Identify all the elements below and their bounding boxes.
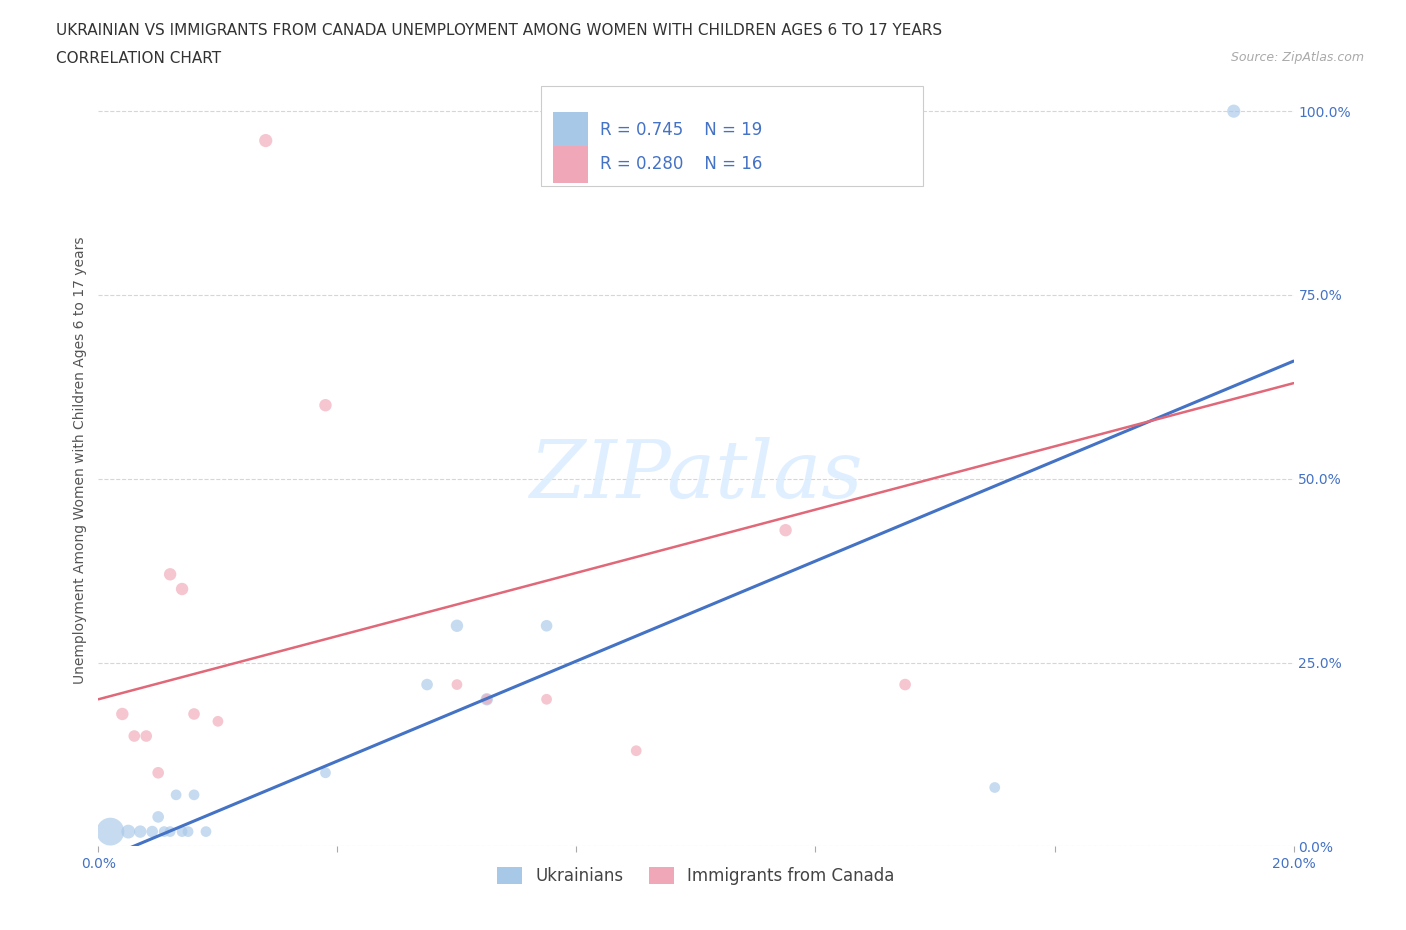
Bar [553, 146, 589, 183]
Text: UKRAINIAN VS IMMIGRANTS FROM CANADA UNEMPLOYMENT AMONG WOMEN WITH CHILDREN AGES : UKRAINIAN VS IMMIGRANTS FROM CANADA UNEM… [56, 23, 942, 38]
Text: R = 0.280    N = 16: R = 0.280 N = 16 [600, 155, 762, 173]
Legend: Ukrainians, Immigrants from Canada: Ukrainians, Immigrants from Canada [491, 860, 901, 892]
Point [177, 824, 200, 839]
FancyBboxPatch shape [540, 86, 922, 186]
Point [148, 765, 170, 780]
Point [183, 788, 205, 803]
Point [775, 523, 797, 538]
Point [983, 780, 1005, 795]
Point [315, 765, 337, 780]
Point [135, 728, 157, 743]
Point [124, 728, 146, 743]
Point [536, 618, 558, 633]
Point [446, 618, 468, 633]
Text: R = 0.745    N = 19: R = 0.745 N = 19 [600, 121, 762, 140]
Point [475, 692, 498, 707]
Point [148, 809, 170, 824]
Point [1223, 104, 1246, 119]
Point [117, 824, 139, 839]
Point [894, 677, 917, 692]
Point [254, 133, 277, 148]
Bar [553, 112, 589, 149]
Point [183, 707, 205, 722]
Point [194, 824, 218, 839]
Point [416, 677, 439, 692]
Point [536, 692, 558, 707]
Point [159, 824, 181, 839]
Y-axis label: Unemployment Among Women with Children Ages 6 to 17 years: Unemployment Among Women with Children A… [73, 236, 87, 684]
Point [207, 714, 229, 729]
Point [315, 398, 337, 413]
Text: Source: ZipAtlas.com: Source: ZipAtlas.com [1230, 51, 1364, 64]
Point [111, 707, 134, 722]
Text: ZIPatlas: ZIPatlas [529, 437, 863, 514]
Point [153, 824, 176, 839]
Point [129, 824, 152, 839]
Text: CORRELATION CHART: CORRELATION CHART [56, 51, 221, 66]
Point [475, 692, 498, 707]
Point [141, 824, 163, 839]
Point [98, 824, 122, 839]
Point [446, 677, 468, 692]
Point [624, 743, 647, 758]
Point [172, 824, 194, 839]
Point [172, 581, 194, 596]
Point [159, 567, 181, 582]
Point [165, 788, 187, 803]
